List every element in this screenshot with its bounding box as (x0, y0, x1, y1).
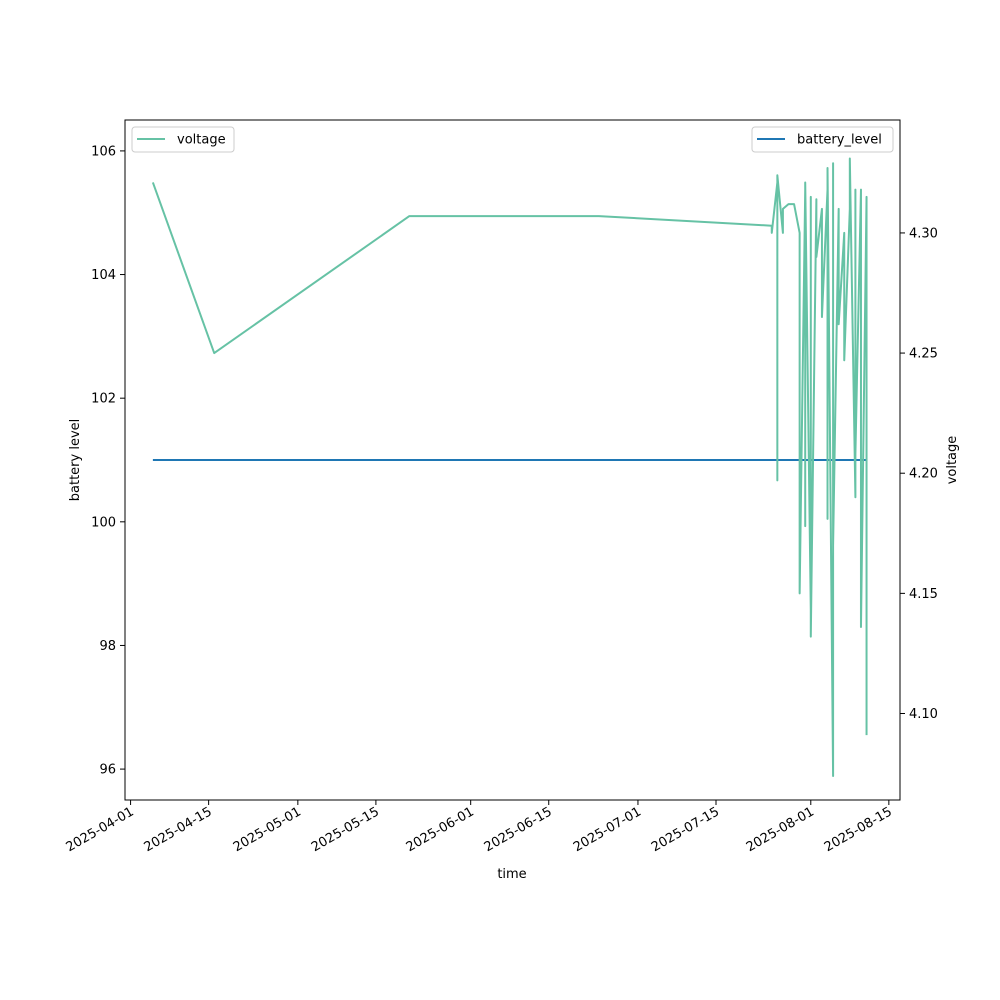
legend-battery-level-label: battery_level (797, 133, 882, 148)
y-right-tick-label-4: 4.30 (909, 226, 938, 241)
x-tick-label-8: 2025-08-01 (744, 804, 817, 855)
y-right-tick-label-3: 4.25 (909, 347, 938, 362)
y-right-tick-label-0: 4.10 (909, 707, 938, 722)
x-tick-label-0: 2025-04-01 (64, 804, 137, 855)
y-right-axis-label: voltage (945, 436, 960, 485)
y-left-tick-label-1: 98 (99, 639, 116, 654)
y-left-tick-label-3: 102 (91, 392, 116, 407)
y-left-tick-label-2: 100 (91, 515, 116, 530)
legend-voltage: voltage (131, 126, 235, 153)
x-tick-label-7: 2025-07-15 (649, 804, 722, 855)
y-left-tick-label-4: 104 (91, 268, 116, 283)
x-axis: 2025-04-01 2025-04-15 2025-05-01 2025-05-15… (64, 800, 895, 855)
x-tick-label-3: 2025-05-15 (309, 804, 382, 855)
x-axis-label: time (497, 867, 526, 882)
legend-voltage-box (131, 126, 235, 153)
x-tick-label-2: 2025-05-01 (231, 804, 304, 855)
y-left-tick-label-5: 106 (91, 144, 116, 159)
plot-frame (124, 119, 901, 801)
y-right-tick-label-2: 4.20 (909, 467, 938, 482)
x-tick-label-9: 2025-08-15 (822, 804, 895, 855)
y-left-tick-label-0: 96 (99, 763, 116, 778)
x-tick-label-6: 2025-07-01 (571, 804, 644, 855)
series-voltage-line (151, 157, 868, 777)
x-tick-label-1: 2025-04-15 (142, 804, 215, 855)
y-left-axis: 96 98 100 102 104 106 (91, 144, 125, 778)
y-left-axis-label: battery level (68, 419, 83, 502)
legend-battery-level-box (751, 126, 894, 153)
series-layer (151, 157, 868, 777)
y-right-axis: 4.10 4.15 4.20 4.25 4.30 (900, 226, 938, 722)
y-right-tick-label-1: 4.15 (909, 587, 938, 602)
legend-battery-level: battery_level (751, 126, 894, 153)
legend-voltage-label: voltage (177, 133, 226, 148)
x-tick-label-4: 2025-06-01 (404, 804, 477, 855)
x-tick-label-5: 2025-06-15 (482, 804, 555, 855)
